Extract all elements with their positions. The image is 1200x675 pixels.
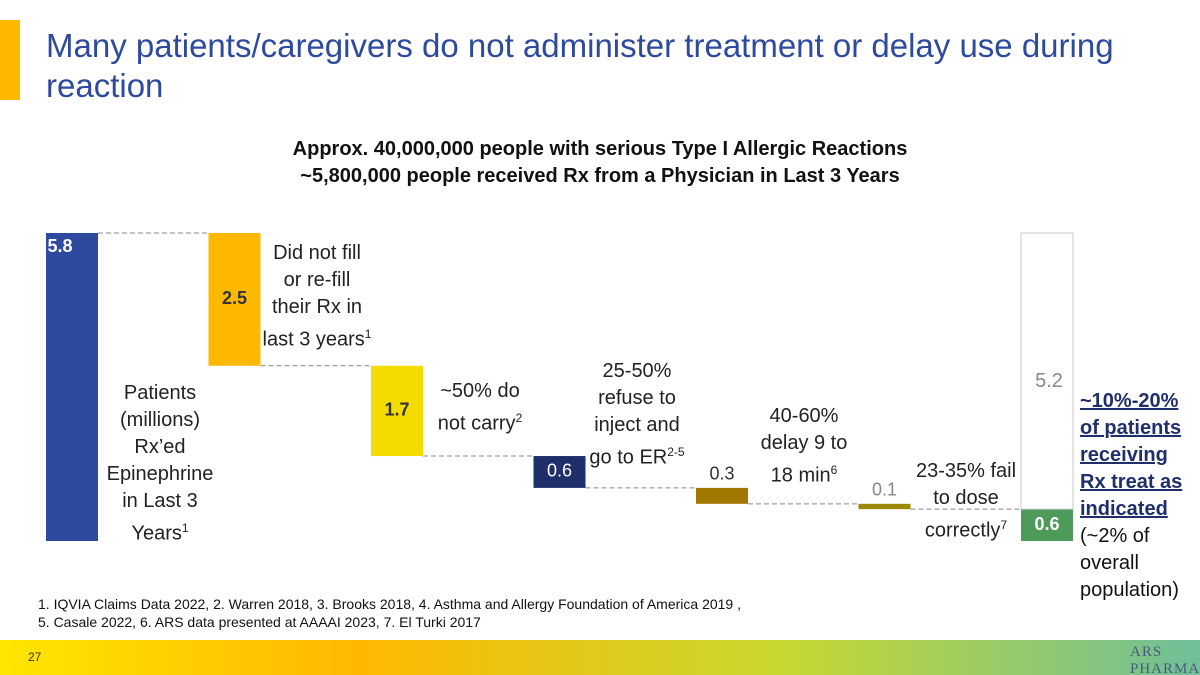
bar — [533, 456, 586, 488]
accent-bar — [0, 20, 20, 100]
value-label: 0.1 — [872, 480, 897, 500]
bar — [371, 365, 423, 457]
footnote-ref: 6 — [830, 463, 838, 477]
subtitle: Approx. 40,000,000 people with serious T… — [292, 138, 908, 160]
bar — [696, 487, 748, 504]
footnote: 1. IQVIA Claims Data 2022, 2. Warren 201… — [38, 596, 741, 612]
footnote-ref: 2 — [515, 411, 523, 425]
category-label: 40-60% delay 9 to 18 min6 — [749, 403, 859, 490]
logo: ARS PHARMA — [1130, 644, 1200, 675]
category-text: ~50% do not carry — [437, 380, 520, 435]
category-label: 25-50% refuse to inject and go to ER2-5 — [587, 358, 687, 472]
category-label: ~10%-20% of patients receiving Rx treat … — [1080, 390, 1183, 520]
category-text: Patients (millions) Rx’ed Epinephrine in… — [106, 382, 214, 545]
value-label: 1.7 — [384, 400, 409, 420]
category-text: Did not fill or re-fill their Rx in last… — [262, 242, 365, 351]
category-label: ~50% do not carry2 — [425, 378, 535, 438]
category-text: 25-50% refuse to inject and go to ER — [589, 360, 680, 469]
subtitle: ~5,800,000 people received Rx from a Phy… — [300, 165, 900, 187]
bar — [858, 503, 911, 510]
bar — [208, 233, 261, 366]
gap-label: 5.2 — [1035, 370, 1063, 392]
category-text: 23-35% fail to dose correctly — [915, 460, 1017, 542]
bar — [46, 233, 98, 541]
page-number: 27 — [28, 650, 42, 664]
value-label: 2.5 — [222, 288, 247, 308]
footnote-ref: 2-5 — [667, 445, 685, 459]
final-note: (~2% of overall population) — [1080, 525, 1179, 601]
footnote: 5. Casale 2022, 6. ARS data presented at… — [38, 614, 481, 630]
category-label: Patients (millions) Rx’ed Epinephrine in… — [98, 380, 222, 548]
bar — [1021, 509, 1073, 541]
footnote-ref: 1 — [181, 521, 189, 535]
title: Many patients/caregivers do not administ… — [46, 27, 1114, 104]
value-label: 0.6 — [547, 461, 572, 481]
gap-bar — [1020, 232, 1074, 510]
footnote-ref: 1 — [364, 327, 372, 341]
value-label: 0.6 — [1034, 514, 1059, 534]
footnote-ref: 7 — [1000, 518, 1008, 532]
category-text: 40-60% delay 9 to 18 min — [760, 405, 848, 487]
value-label: 0.3 — [709, 464, 734, 484]
footer-band — [0, 640, 1200, 675]
category-label: Did not fill or re-fill their Rx in last… — [262, 240, 372, 354]
category-label: 23-35% fail to dose correctly7 — [912, 458, 1020, 545]
value-label: 5.8 — [47, 236, 72, 256]
final-label: ~10%-20% of patients receiving Rx treat … — [1080, 388, 1198, 604]
